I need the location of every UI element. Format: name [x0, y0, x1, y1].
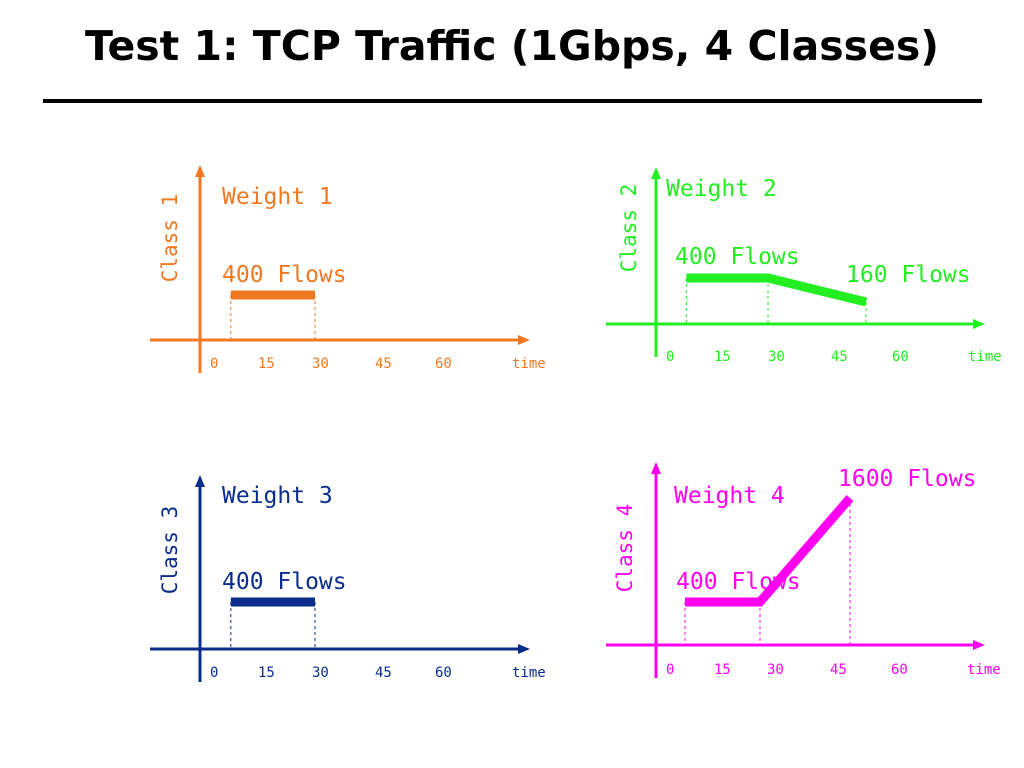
- class2-axis-label: Class 2: [617, 184, 641, 273]
- class4-tick-label: 30: [767, 662, 784, 678]
- class1-x-axis-arrow: [518, 335, 530, 345]
- class1-y-axis-arrow: [195, 165, 205, 177]
- class3-tick-label: 30: [312, 665, 329, 681]
- class2-tick-label: 60: [892, 349, 909, 365]
- class2-tick-label: 45: [831, 349, 848, 365]
- class3-time-label: time: [512, 665, 546, 681]
- class2-flow-label: 160 Flows: [846, 262, 971, 288]
- class2-x-axis-arrow: [973, 319, 985, 329]
- class2-tick-label: 0: [666, 349, 674, 365]
- class4-flow-label: 400 Flows: [676, 569, 801, 595]
- class4-tick-label: 15: [714, 662, 731, 678]
- class4-weight-label: Weight 4: [674, 483, 785, 509]
- class4-tick-label: 0: [666, 662, 674, 678]
- title-underline: [43, 99, 982, 103]
- class1-time-label: time: [512, 356, 546, 372]
- class2-tick-label: 30: [768, 349, 785, 365]
- class3-tick-label: 0: [210, 665, 218, 681]
- class4-y-axis-arrow: [651, 462, 661, 474]
- class3-axis-label: Class 3: [158, 506, 182, 595]
- class2-tick-label: 15: [714, 349, 731, 365]
- class2-weight-label: Weight 2: [666, 176, 777, 202]
- class1-tick-label: 30: [312, 356, 329, 372]
- class4-flow-label: 1600 Flows: [838, 466, 976, 492]
- class1-flow-label: 400 Flows: [222, 262, 347, 288]
- class4-axis-label: Class 4: [613, 504, 637, 593]
- class3-y-axis-arrow: [195, 475, 205, 487]
- class1-tick-label: 15: [258, 356, 275, 372]
- class1-tick-label: 0: [210, 356, 218, 372]
- class1-axis-label: Class 1: [158, 194, 182, 283]
- class3-tick-label: 45: [375, 665, 392, 681]
- class1-weight-label: Weight 1: [222, 184, 333, 210]
- slide-title: Test 1: TCP Traffic (1Gbps, 4 Classes): [84, 22, 940, 70]
- class2-y-axis-arrow: [651, 167, 661, 179]
- class4-x-axis-arrow: [973, 640, 985, 650]
- class3-tick-label: 15: [258, 665, 275, 681]
- class3-tick-label: 60: [435, 665, 452, 681]
- class2-time-label: time: [968, 349, 1002, 365]
- class3-weight-label: Weight 3: [222, 483, 333, 509]
- class4-flow-line: [685, 495, 854, 607]
- class3-flow-label: 400 Flows: [222, 569, 347, 595]
- class4-time-label: time: [967, 662, 1001, 678]
- class2-flow-line: [686, 273, 868, 307]
- class1-tick-label: 60: [435, 356, 452, 372]
- class4-tick-label: 45: [830, 662, 847, 678]
- class3-x-axis-arrow: [518, 644, 530, 654]
- class4-tick-label: 60: [891, 662, 908, 678]
- class2-flow-label: 400 Flows: [675, 244, 800, 270]
- class1-tick-label: 45: [375, 356, 392, 372]
